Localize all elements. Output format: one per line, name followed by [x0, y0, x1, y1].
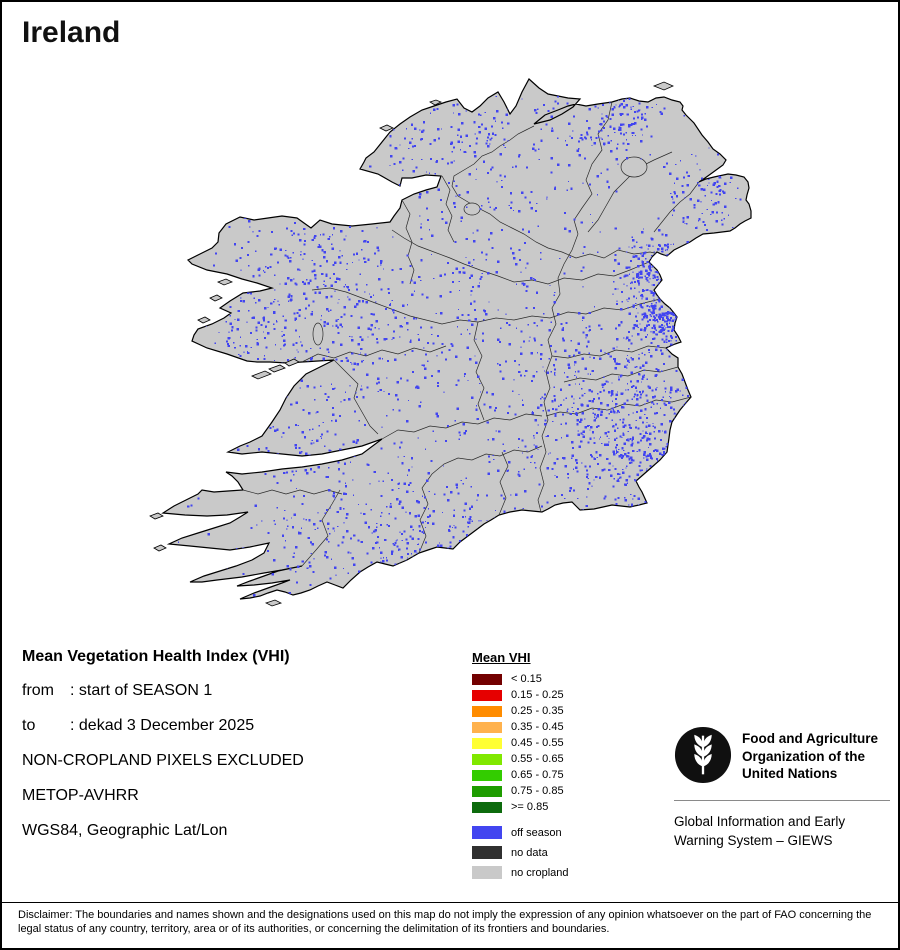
fao-logo-icon	[674, 726, 732, 784]
meta-line-sensor: METOP-AVHRR	[22, 787, 139, 804]
meta-from-label: from	[22, 682, 54, 699]
legend-item: no data	[472, 846, 569, 859]
legend-item: 0.55 - 0.65	[472, 753, 569, 765]
legend-class-list: < 0.15 0.15 - 0.25 0.25 - 0.35 0.35 - 0.45 0…	[472, 673, 569, 813]
legend-swatch	[472, 769, 502, 781]
legend-swatch	[472, 846, 502, 859]
legend-swatch	[472, 801, 502, 813]
legend-item: 0.45 - 0.55	[472, 737, 569, 749]
legend-label: 0.45 - 0.55	[511, 737, 564, 749]
fao-org-name: Food and Agriculture Organization of the…	[742, 726, 878, 783]
legend-label: no cropland	[511, 866, 569, 879]
legend-label: 0.25 - 0.35	[511, 705, 564, 717]
legend-label: 0.35 - 0.45	[511, 721, 564, 733]
fao-block: Food and Agriculture Organization of the…	[674, 726, 890, 850]
fao-org-line-2: Organization of the	[742, 748, 865, 764]
legend-swatch	[472, 785, 502, 797]
legend-swatch	[472, 737, 502, 749]
fao-org-line-1: Food and Agriculture	[742, 731, 878, 746]
giews-text: Global Information and Early Warning Sys…	[674, 812, 890, 850]
legend-item: no cropland	[472, 866, 569, 879]
county-boundaries	[242, 101, 700, 567]
meta-line-projection: WGS84, Geographic Lat/Lon	[22, 822, 228, 839]
legend-swatch	[472, 689, 502, 701]
legend-label: no data	[511, 846, 548, 859]
meta-from-value: : start of SEASON 1	[70, 682, 213, 699]
legend-label: 0.15 - 0.25	[511, 689, 564, 701]
meta-line-noncropland: NON-CROPLAND PIXELS EXCLUDED	[22, 752, 304, 769]
lakes	[312, 156, 648, 346]
legend-item: 0.15 - 0.25	[472, 689, 569, 701]
legend-label: 0.75 - 0.85	[511, 785, 564, 797]
legend-item: < 0.15	[472, 673, 569, 685]
legend-item: 0.25 - 0.35	[472, 705, 569, 717]
fao-divider	[674, 800, 890, 801]
map-metadata: Mean Vegetation Health Index (VHI) from:…	[22, 648, 304, 857]
legend-label: 0.65 - 0.75	[511, 769, 564, 781]
meta-row-from: from : start of SEASON 1	[22, 682, 304, 700]
ireland-outline	[149, 78, 752, 607]
off-season-pixels	[164, 79, 749, 599]
legend-label: >= 0.85	[511, 801, 549, 813]
legend-label: 0.55 - 0.65	[511, 753, 564, 765]
legend-item: >= 0.85	[472, 801, 569, 813]
fao-header: Food and Agriculture Organization of the…	[674, 726, 890, 784]
legend-item: 0.75 - 0.85	[472, 785, 569, 797]
disclaimer: Disclaimer: The boundaries and names sho…	[2, 902, 898, 936]
legend-item: off season	[472, 826, 569, 839]
meta-to-label: to	[22, 717, 36, 734]
fao-org-line-3: United Nations	[742, 766, 838, 781]
page-title: Ireland	[22, 16, 121, 49]
giews-line-1: Global Information and Early	[674, 814, 846, 829]
giews-line-2: Warning System – GIEWS	[674, 833, 833, 848]
legend: Mean VHI < 0.15 0.15 - 0.25 0.25 - 0.35 0.3…	[472, 650, 569, 886]
legend-swatch	[472, 866, 502, 879]
legend-swatch	[472, 673, 502, 685]
legend-swatch	[472, 826, 502, 839]
legend-item: 0.35 - 0.45	[472, 721, 569, 733]
index-heading: Mean Vegetation Health Index (VHI)	[22, 648, 290, 665]
legend-item: 0.65 - 0.75	[472, 769, 569, 781]
meta-row-to: to : dekad 3 December 2025	[22, 717, 304, 735]
meta-to-value: : dekad 3 December 2025	[70, 717, 255, 734]
legend-swatch	[472, 721, 502, 733]
legend-extra-list: off season no data no cropland	[472, 826, 569, 879]
offshore-islands	[149, 81, 674, 607]
legend-label: < 0.15	[511, 673, 542, 685]
legend-swatch	[472, 753, 502, 765]
legend-title: Mean VHI	[472, 650, 531, 665]
legend-swatch	[472, 705, 502, 717]
legend-label: off season	[511, 826, 562, 839]
